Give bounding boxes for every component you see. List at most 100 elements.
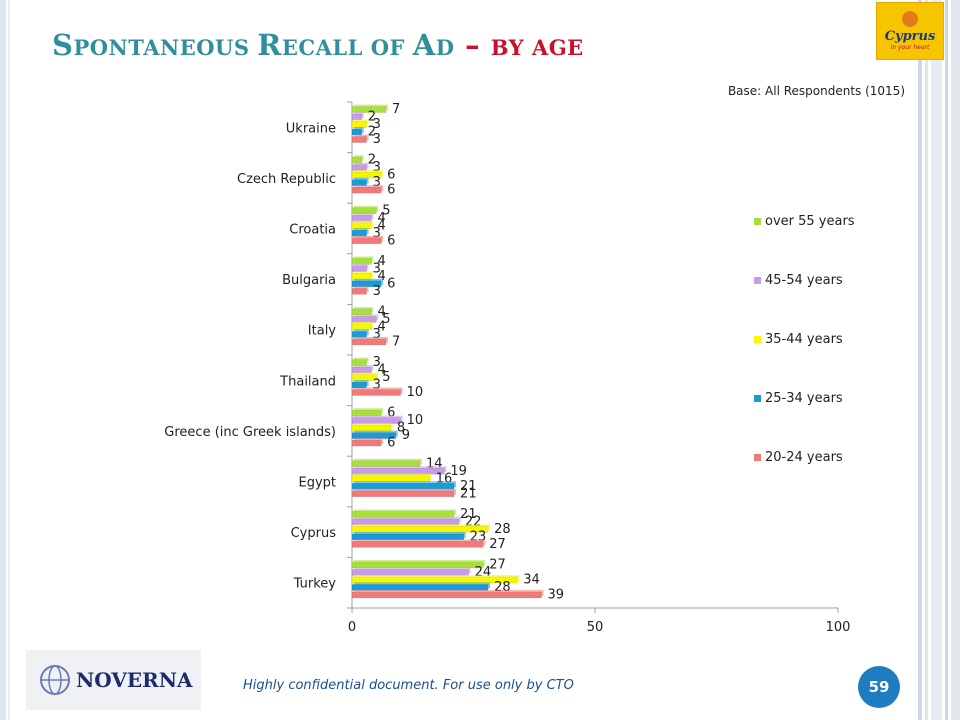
bar	[351, 207, 377, 214]
left-decor-bar	[0, 0, 6, 720]
bar	[351, 475, 431, 482]
data-label: 8	[397, 421, 405, 436]
category-label: Bulgaria	[282, 273, 336, 288]
bar	[351, 576, 518, 584]
noverna-text: NOVERNA	[76, 668, 193, 692]
data-label: 6	[387, 233, 395, 248]
bar	[351, 389, 401, 396]
data-label: 3	[373, 327, 381, 342]
data-label: 6	[387, 168, 395, 183]
category-label: Turkey	[293, 577, 337, 592]
bar	[351, 258, 372, 265]
bar	[351, 179, 367, 186]
data-label: 21	[460, 479, 477, 494]
data-label: 27	[489, 537, 506, 552]
data-label: 4	[377, 304, 385, 319]
bar	[351, 460, 421, 467]
bar	[351, 511, 455, 518]
bar	[351, 468, 445, 475]
data-label: 3	[373, 284, 381, 299]
data-label: 39	[548, 587, 565, 602]
data-label: 6	[387, 406, 395, 421]
legend-swatch	[754, 218, 761, 225]
bar	[351, 186, 382, 194]
data-label: 4	[377, 254, 385, 269]
bar	[351, 288, 367, 295]
bar	[351, 316, 377, 323]
category-label: Ukraine	[286, 121, 336, 136]
bar	[351, 533, 465, 541]
base-note: Base: All Respondents (1015)	[727, 84, 905, 98]
data-label: 4	[377, 218, 385, 233]
data-label: 4	[377, 363, 385, 378]
right-decor-stripe	[925, 0, 928, 720]
legend-swatch	[754, 277, 761, 284]
data-label: 4	[377, 211, 385, 226]
bar	[351, 561, 484, 569]
noverna-logo: NOVERNA	[26, 650, 201, 710]
bar	[351, 381, 367, 389]
bar	[351, 128, 362, 136]
data-label: 4	[377, 269, 385, 284]
bar	[351, 424, 392, 432]
legend-swatch	[754, 454, 761, 461]
data-label: 34	[523, 572, 540, 587]
data-label: 10	[407, 413, 424, 428]
data-label: 5	[382, 312, 390, 327]
data-label: 3	[373, 132, 381, 147]
data-label: 3	[373, 117, 381, 132]
bar	[351, 237, 382, 244]
data-label: 3	[373, 378, 381, 393]
bar	[351, 338, 387, 346]
sun-icon	[902, 11, 918, 27]
bar	[351, 215, 372, 222]
bar	[351, 230, 367, 237]
legend-label: 25-34 years	[765, 391, 843, 406]
data-label: 3	[373, 355, 381, 370]
bar	[351, 156, 362, 164]
bar	[351, 584, 489, 591]
category-label: Greece (inc Greek islands)	[164, 425, 336, 440]
right-decor-stripe	[918, 0, 922, 720]
data-label: 21	[460, 486, 477, 501]
data-label: 6	[387, 276, 395, 291]
data-label: 10	[407, 385, 424, 400]
data-label: 9	[402, 428, 410, 443]
data-label: 3	[373, 175, 381, 190]
data-label: 6	[387, 183, 395, 198]
bar	[351, 113, 362, 121]
bar	[351, 490, 455, 497]
bar	[351, 439, 382, 447]
data-label: 2	[368, 125, 376, 140]
bar	[351, 417, 401, 424]
right-decor-stripe	[945, 0, 948, 720]
page-number-badge: 59	[858, 666, 900, 708]
bar	[351, 409, 382, 417]
legend-label: 45-54 years	[765, 273, 843, 288]
bar	[351, 483, 455, 490]
data-label: 21	[460, 507, 477, 522]
data-label: 5	[382, 203, 390, 218]
bar	[351, 331, 367, 338]
bar	[351, 366, 372, 374]
x-tick-label: 100	[826, 620, 851, 635]
legend-label: over 55 years	[765, 214, 855, 229]
slide-title: SPONTANEOUS RECALL OF AD – BY AGE	[52, 28, 584, 62]
data-label: 27	[489, 557, 506, 572]
bar	[351, 518, 460, 526]
bar	[351, 164, 367, 171]
x-tick-label: 0	[348, 620, 356, 635]
globe-icon	[40, 665, 70, 695]
data-label: 2	[368, 110, 376, 125]
bar	[351, 265, 367, 273]
logo-subtext: in your heart	[890, 44, 930, 51]
category-label: Thailand	[279, 374, 336, 389]
category-label: Italy	[308, 324, 337, 339]
category-label: Cyprus	[291, 526, 337, 541]
bar	[351, 591, 542, 599]
legend-swatch	[754, 395, 761, 402]
bar	[351, 273, 372, 280]
data-label: 2	[368, 153, 376, 168]
data-label: 6	[387, 436, 395, 451]
data-label: 7	[392, 334, 400, 349]
